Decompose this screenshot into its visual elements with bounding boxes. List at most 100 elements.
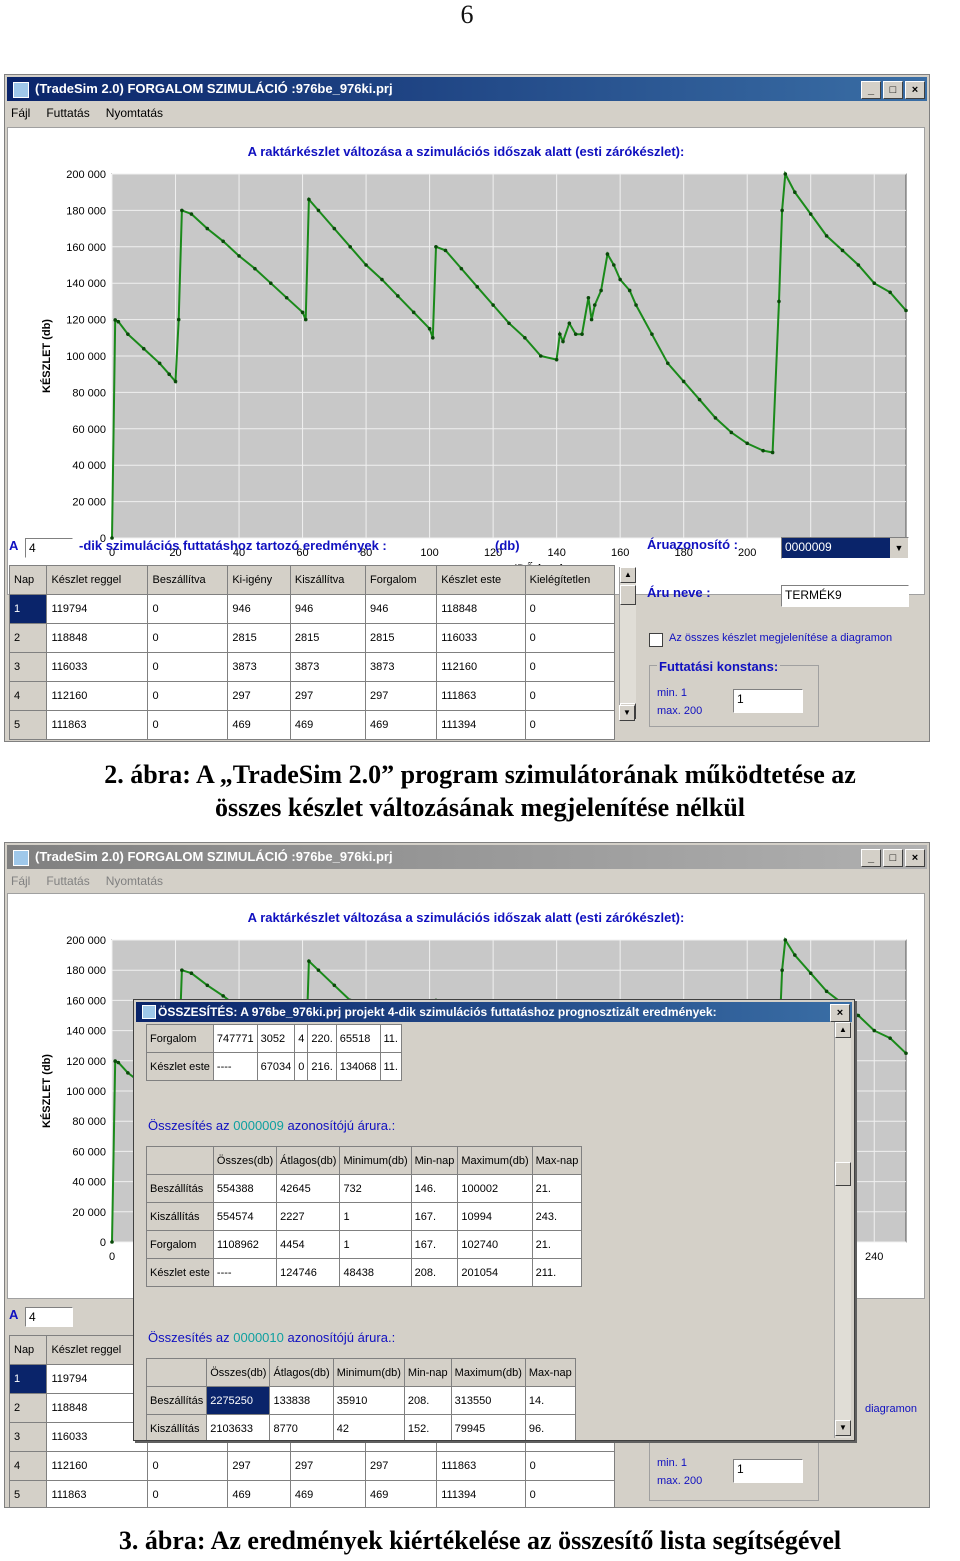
close-button[interactable]: ×: [905, 81, 925, 99]
table-cell[interactable]: 111863: [46, 1480, 149, 1507]
run-number-input[interactable]: 4: [25, 538, 73, 558]
table-cell[interactable]: 0: [524, 710, 616, 740]
table-cell[interactable]: 116033: [46, 1422, 149, 1452]
row-day-cell[interactable]: 2: [8, 1393, 48, 1423]
table-row[interactable]: 5 111863 0 469 469 469 111394 0: [8, 1480, 616, 1507]
constant-stepper[interactable]: 1: [733, 1459, 803, 1483]
scroll-up-button[interactable]: ▲: [620, 567, 636, 583]
column-header[interactable]: Készlet este: [436, 565, 526, 595]
table-cell[interactable]: 116033: [46, 652, 149, 682]
table-row[interactable]: 5 111863 0 469 469 469 111394 0: [8, 710, 616, 740]
table-cell[interactable]: 0: [524, 681, 616, 711]
table-cell[interactable]: 2815: [289, 623, 367, 653]
table-cell[interactable]: 0: [524, 1480, 616, 1507]
column-header[interactable]: Ki-igény: [227, 565, 291, 595]
run-number-input[interactable]: 4: [25, 1307, 73, 1327]
results-scrollbar[interactable]: ▲ ▼: [619, 567, 636, 719]
column-header[interactable]: Készlet reggel: [46, 565, 149, 595]
table-cell[interactable]: 2815: [227, 623, 291, 653]
table-cell[interactable]: 946: [365, 594, 438, 624]
menu-print[interactable]: Nyomtatás: [105, 874, 164, 888]
table-cell[interactable]: 469: [289, 710, 367, 740]
menu-run[interactable]: Futtatás: [46, 874, 90, 888]
chevron-down-icon[interactable]: ▼: [890, 538, 908, 558]
menu-file[interactable]: Fájl: [11, 874, 31, 888]
table-cell[interactable]: 112160: [46, 681, 149, 711]
row-day-cell[interactable]: 4: [8, 681, 48, 711]
minimize-button[interactable]: _: [861, 81, 881, 99]
table-cell[interactable]: 469: [227, 710, 291, 740]
table-cell[interactable]: 469: [289, 1480, 367, 1507]
row-day-cell[interactable]: 3: [8, 652, 48, 682]
dialog-scrollbar[interactable]: ▲ ▼: [834, 1022, 851, 1438]
row-day-cell[interactable]: 4: [8, 1451, 48, 1481]
scroll-thumb[interactable]: [835, 1162, 851, 1186]
maximize-button[interactable]: □: [883, 849, 903, 867]
table-cell[interactable]: 0: [147, 681, 229, 711]
row-day-cell[interactable]: 2: [8, 623, 48, 653]
table-cell[interactable]: 0: [524, 594, 616, 624]
row-day-cell[interactable]: 5: [8, 1480, 48, 1507]
table-row[interactable]: 4 112160 0 297 297 297 111863 0: [8, 681, 616, 711]
table-cell[interactable]: 3873: [227, 652, 291, 682]
table-cell[interactable]: 0: [147, 710, 229, 740]
table-cell[interactable]: 118848: [436, 594, 526, 624]
row-day-cell[interactable]: 3: [8, 1422, 48, 1452]
scroll-thumb[interactable]: [620, 585, 636, 605]
table-cell[interactable]: 297: [227, 681, 291, 711]
table-cell[interactable]: 3873: [289, 652, 367, 682]
table-cell[interactable]: 469: [365, 1480, 438, 1507]
minimize-button[interactable]: _: [861, 849, 881, 867]
column-header[interactable]: Készlet reggel: [46, 1335, 149, 1365]
table-cell[interactable]: 3873: [365, 652, 438, 682]
window-scroll-down[interactable]: ▼: [619, 705, 635, 721]
column-header[interactable]: Forgalom: [365, 565, 438, 595]
table-cell[interactable]: 946: [227, 594, 291, 624]
column-header[interactable]: Nap: [8, 1335, 48, 1365]
table-cell[interactable]: 0: [147, 1451, 229, 1481]
dialog-close-button[interactable]: ×: [830, 1004, 850, 1022]
row-day-cell[interactable]: 5: [8, 710, 48, 740]
table-cell[interactable]: 111394: [436, 1480, 526, 1507]
table-cell[interactable]: 297: [365, 681, 438, 711]
table-cell[interactable]: 0: [524, 623, 616, 653]
scroll-up-button[interactable]: ▲: [835, 1022, 851, 1038]
show-all-stock-checkbox[interactable]: [649, 633, 663, 647]
product-id-select[interactable]: 0000009 ▼: [781, 537, 909, 559]
table-cell[interactable]: 112160: [436, 652, 526, 682]
table-cell[interactable]: 112160: [46, 1451, 149, 1481]
table-cell[interactable]: 297: [289, 1451, 367, 1481]
table-cell[interactable]: 2815: [365, 623, 438, 653]
table-cell[interactable]: 119794: [46, 594, 149, 624]
table-cell[interactable]: 111863: [46, 710, 149, 740]
table-cell[interactable]: 297: [289, 681, 367, 711]
table-cell[interactable]: 111394: [436, 710, 526, 740]
table-cell[interactable]: 111863: [436, 1451, 526, 1481]
table-cell[interactable]: 0: [147, 652, 229, 682]
table-cell[interactable]: 469: [227, 1480, 291, 1507]
table-cell[interactable]: 0: [147, 1480, 229, 1507]
table-cell[interactable]: 0: [524, 1451, 616, 1481]
table-cell[interactable]: 946: [289, 594, 367, 624]
column-header[interactable]: Beszállítva: [147, 565, 229, 595]
menu-file[interactable]: Fájl: [11, 106, 31, 120]
table-cell[interactable]: 118848: [46, 623, 149, 653]
scroll-down-button[interactable]: ▼: [835, 1420, 851, 1436]
row-day-cell[interactable]: 1: [8, 1364, 48, 1394]
product-name-field[interactable]: TERMÉK9: [781, 585, 909, 607]
table-row[interactable]: 4 112160 0 297 297 297 111863 0: [8, 1451, 616, 1481]
column-header[interactable]: Kielégítetlen: [524, 565, 616, 595]
table-cell[interactable]: 111863: [436, 681, 526, 711]
table-cell[interactable]: 297: [365, 1451, 438, 1481]
maximize-button[interactable]: □: [883, 81, 903, 99]
column-header[interactable]: Kiszállítva: [289, 565, 367, 595]
table-cell[interactable]: 0: [147, 623, 229, 653]
menu-print[interactable]: Nyomtatás: [105, 106, 164, 120]
column-header[interactable]: Nap: [8, 565, 48, 595]
table-cell[interactable]: 297: [227, 1451, 291, 1481]
constant-stepper[interactable]: 1: [733, 689, 803, 713]
menu-run[interactable]: Futtatás: [46, 106, 90, 120]
